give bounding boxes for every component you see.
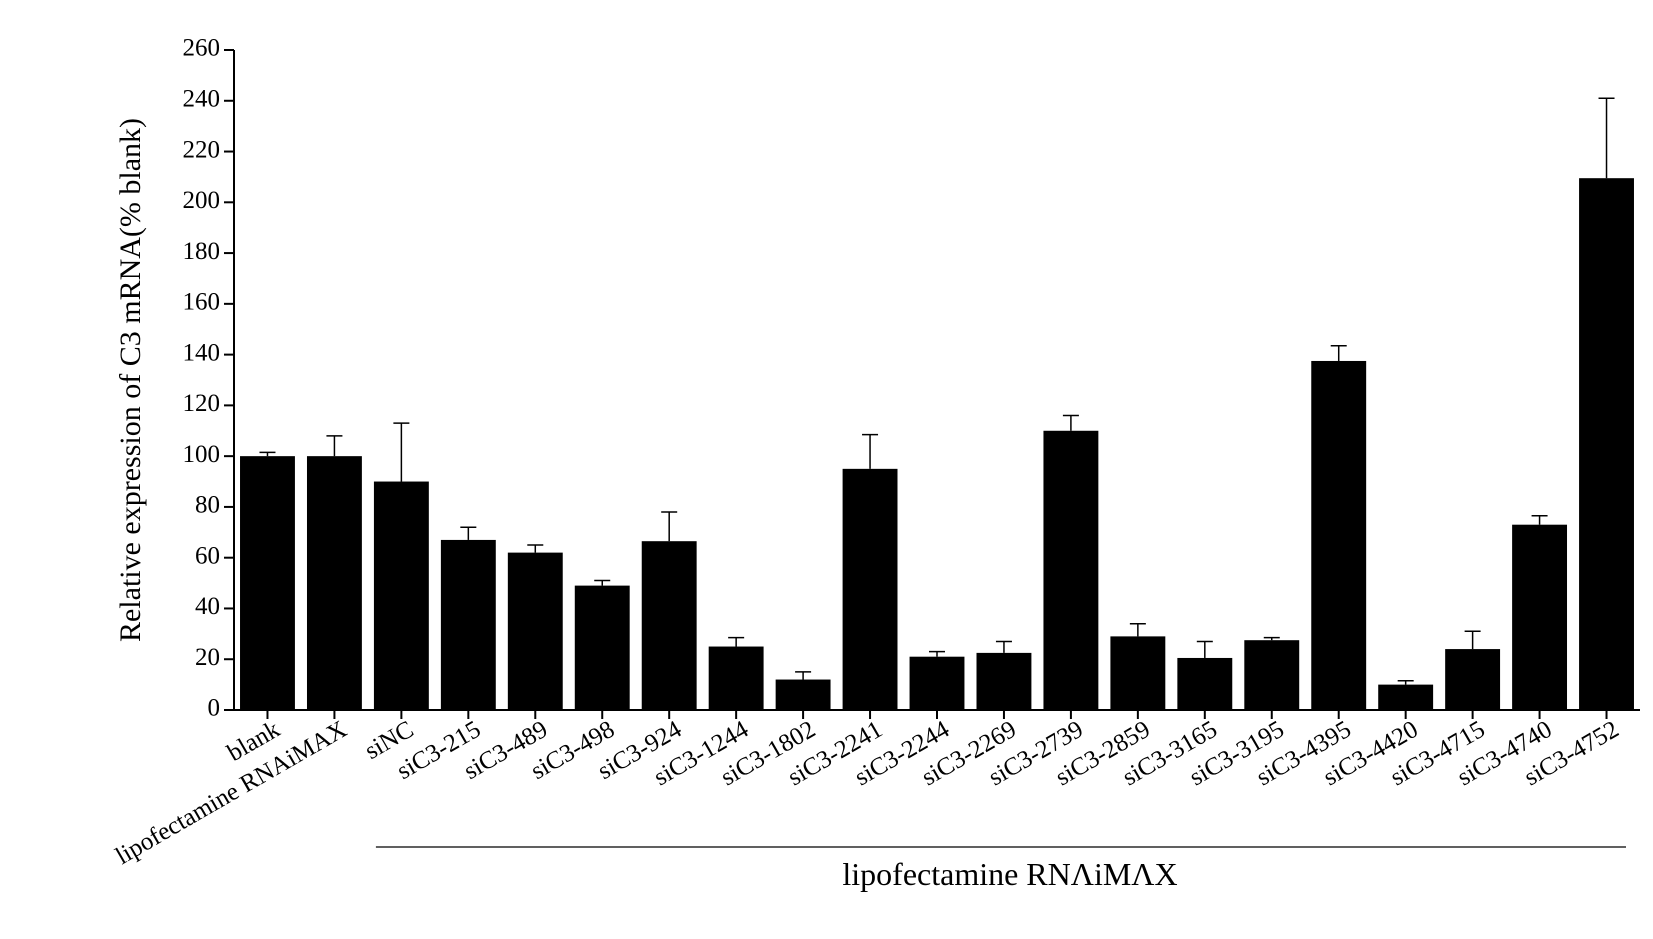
- y-tick-label: 180: [183, 238, 221, 265]
- y-tick-label: 120: [183, 390, 221, 417]
- bar: [374, 482, 429, 710]
- bar: [1043, 431, 1098, 710]
- bar: [441, 540, 496, 710]
- y-tick-label: 160: [183, 289, 221, 316]
- bar: [977, 653, 1032, 710]
- y-axis-label: Relative expression of C3 mRNA(% blank): [114, 118, 147, 642]
- bar: [1512, 525, 1567, 710]
- bar: [709, 647, 764, 710]
- bar: [776, 680, 831, 710]
- y-tick-label: 60: [195, 542, 220, 569]
- y-tick-label: 100: [183, 441, 221, 468]
- bar: [508, 553, 563, 710]
- y-tick-label: 260: [183, 35, 221, 62]
- bar: [910, 657, 965, 710]
- y-tick-label: 0: [208, 695, 221, 722]
- y-tick-label: 220: [183, 136, 221, 163]
- bar: [1311, 361, 1366, 710]
- group-label: lipofectamine RNΛiMΛX: [842, 856, 1177, 892]
- y-tick-label: 240: [183, 86, 221, 113]
- bar: [1445, 649, 1500, 710]
- bar: [1244, 640, 1299, 710]
- bar: [642, 541, 697, 710]
- y-tick-label: 200: [183, 187, 221, 214]
- bar: [575, 586, 630, 710]
- bar: [843, 469, 898, 710]
- y-tick-label: 80: [195, 492, 220, 519]
- bar: [1579, 178, 1634, 710]
- bar: [1177, 658, 1232, 710]
- bar: [307, 456, 362, 710]
- y-tick-label: 140: [183, 339, 221, 366]
- bar: [1110, 636, 1165, 710]
- y-tick-label: 40: [195, 593, 220, 620]
- y-tick-label: 20: [195, 644, 220, 671]
- bar: [240, 456, 295, 710]
- bar: [1378, 685, 1433, 710]
